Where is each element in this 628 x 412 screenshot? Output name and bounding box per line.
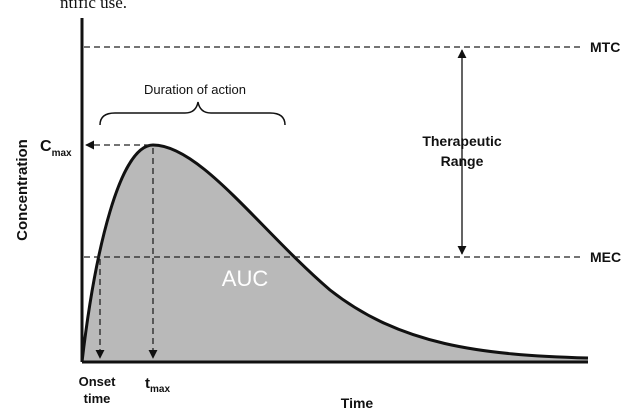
auc-area (82, 145, 588, 362)
cropped-caption: ntific use. (60, 0, 127, 12)
mtc-label: MTC (590, 39, 620, 55)
tmax-main: t (145, 375, 150, 392)
tmax-sub: max (150, 384, 170, 395)
duration-brace (99, 101, 286, 126)
cmax-sub: max (52, 148, 72, 159)
cmax-main: C (40, 138, 52, 155)
x-axis-title: Time (341, 395, 374, 411)
duration-label: Duration of action (144, 82, 246, 97)
cmax-label: Cmax (40, 138, 72, 159)
therapeutic-label: Therapeutic (422, 133, 502, 149)
onset-label: time (84, 391, 111, 406)
mec-label: MEC (590, 249, 621, 265)
therapeutic-label: Range (441, 153, 484, 169)
tmax-label: tmax (145, 375, 170, 395)
concentration-curve (80, 143, 589, 363)
y-axis-title: Concentration (14, 139, 31, 241)
auc-label: AUC (222, 266, 269, 291)
onset-label: Onset (79, 374, 117, 389)
